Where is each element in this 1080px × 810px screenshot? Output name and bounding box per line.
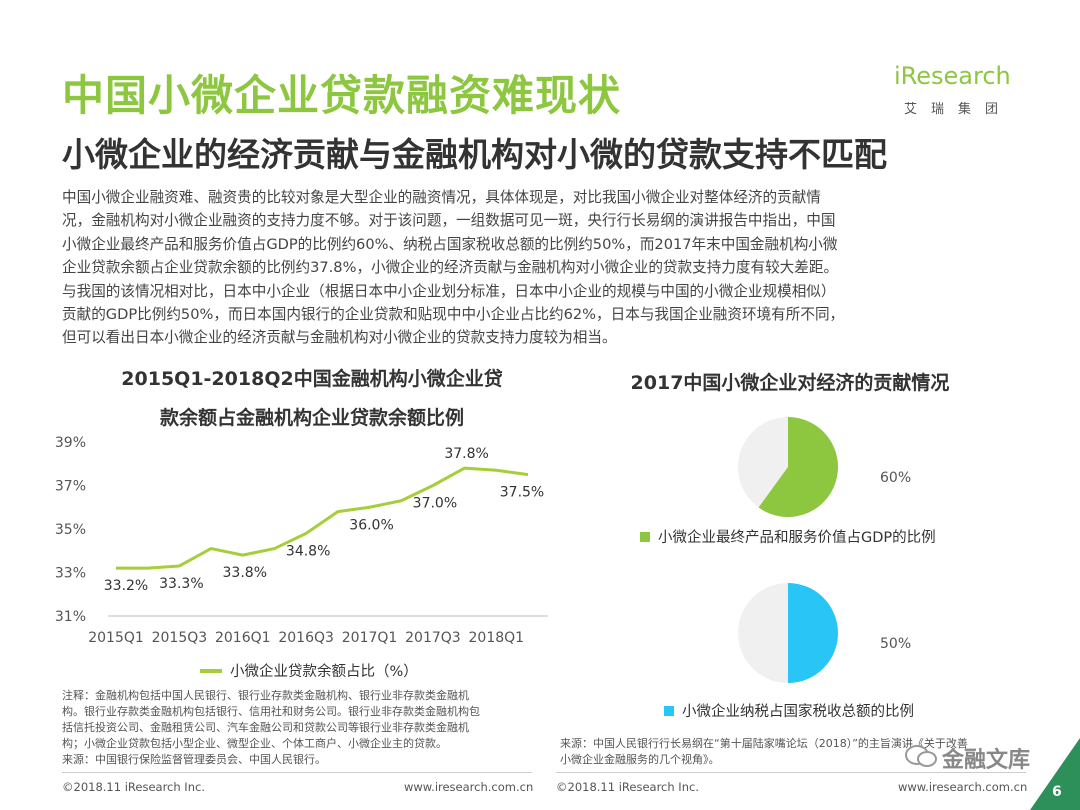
y-tick-label: 37% [55, 479, 86, 495]
x-tick-label: 2016Q1 [215, 630, 271, 646]
legend-label: 小微企业最终产品和服务价值占GDP的比例 [658, 530, 936, 546]
data-label: 37.0% [413, 496, 457, 512]
legend-square-green [640, 531, 650, 542]
body-paragraph: 中国小微企业融资难、融资贵的比较对象是大型企业的融资情况，具体体现是，对比我国小… [62, 186, 1022, 350]
corner-shape [1030, 738, 1080, 810]
data-label: 36.0% [349, 517, 393, 533]
body-line: 中国小微企业融资难、融资贵的比较对象是大型企业的融资情况，具体体现是，对比我国小… [62, 189, 821, 206]
pie-value-label: 50% [880, 636, 911, 652]
data-label: 37.5% [500, 485, 544, 501]
legend-square-blue [664, 705, 674, 716]
data-label: 37.8% [444, 446, 488, 462]
footer-copyright-left: ©2018.11 iResearch Inc. [62, 780, 205, 794]
logo-subtext: 艾瑞集团 [904, 102, 1013, 117]
footer-url-right[interactable]: www.iresearch.com.cn [898, 780, 1028, 794]
x-tick-label: 2015Q3 [152, 630, 208, 646]
footer-divider-right [556, 772, 1026, 773]
pie-legend-gdp: 小微企业最终产品和服务价值占GDP的比例 [640, 526, 936, 547]
note-line: 构。银行业存款类金融机构包括银行、信用社和财务公司。银行业非存款类金融机构包 [62, 705, 480, 718]
logo-text: iResearch [894, 62, 1011, 90]
x-tick-label: 2018Q1 [469, 630, 525, 646]
footer-divider-left [62, 772, 532, 773]
pie-slice [788, 583, 838, 683]
page-title: 中国小微企业贷款融资难现状 [62, 71, 622, 120]
pie-chart-title: 2017中国小微企业对经济的贡献情况 [630, 372, 950, 394]
note-line: 构；小微企业贷款包括小型企业、微型企业、个体工商户、小微企业主的贷款。 [62, 737, 447, 750]
page-number: 6 [1052, 784, 1062, 800]
left-notes: 注释：金融机构包括中国人民银行、银行业存款类金融机构、银行业非存款类金融机 构。… [62, 688, 480, 768]
line-chart-title-line: 2015Q1-2018Q2中国金融机构小微企业贷 [121, 368, 503, 390]
note-line: 小微企业金融服务的几个视角》。 [560, 753, 720, 766]
y-tick-label: 39% [55, 435, 86, 451]
body-line: 贡献的GDP比例约50%，而日本国内银行的企业贷款和贴现中中小企业占比约62%，… [62, 306, 845, 324]
body-line: 况，金融机构对小微企业融资的支持力度不够。对于该问题，一组数据可见一斑，央行行长… [62, 212, 836, 230]
series-line [116, 466, 529, 570]
watermark-text: 金融文库 [942, 748, 1031, 773]
data-label: 33.2% [104, 578, 148, 594]
legend-label: 小微企业纳税占国家税收总额的比例 [682, 704, 914, 720]
y-tick-label: 33% [55, 566, 86, 582]
line-chart-title: 2015Q1-2018Q2中国金融机构小微企业贷 款余额占金融机构企业贷款余额比… [62, 364, 562, 430]
pie-value-label: 60% [880, 470, 911, 486]
note-line: 来源：中国银行保险监督管理委员会、中国人民银行。 [62, 753, 326, 766]
x-tick-label: 2016Q3 [278, 630, 334, 646]
pie-slice [758, 417, 838, 517]
data-label: 33.8% [223, 565, 267, 581]
body-line: 企业贷款余额占企业贷款余额的比例约37.8%，小微企业的经济贡献与金融机构对小微… [62, 259, 839, 277]
data-label: 33.3% [159, 576, 203, 592]
iresearch-logo: iResearch 艾瑞集团 [890, 62, 1020, 124]
legend-label: 小微企业贷款余额占比（%） [230, 664, 418, 680]
body-line: 小微企业最终产品和服务价值占GDP的比例约60%、纳税占国家税收总额的比例约50… [62, 235, 838, 253]
legend-line-swatch [200, 668, 222, 673]
wechat-icon [904, 744, 938, 768]
body-line: 但可以看出日本小微企业的经济贡献与金融机构对小微企业的贷款支持力度较为相当。 [62, 329, 617, 347]
line-chart-title-line: 款余额占金融机构企业贷款余额比例 [159, 407, 464, 429]
x-tick-label: 2017Q1 [342, 630, 398, 646]
footer-copyright-right: ©2018.11 iResearch Inc. [556, 780, 699, 794]
right-notes: 来源：中国人民银行行长易纲在“第十届陆家嘴论坛（2018）”的主旨演讲《关于改善… [560, 736, 968, 768]
line-chart-legend: 小微企业贷款余额占比（%） [200, 660, 418, 681]
y-tick-label: 31% [55, 609, 86, 625]
footer-url-left[interactable]: www.iresearch.com.cn [404, 780, 534, 794]
y-tick-label: 35% [55, 522, 86, 538]
pie-legend-tax: 小微企业纳税占国家税收总额的比例 [664, 700, 914, 721]
line-chart: 39% 37% 35% 33% 31%2015Q1 2015Q3 2016Q1 2016Q3 2… [55, 435, 548, 646]
x-tick-label: 2017Q3 [405, 630, 461, 646]
pie-chart-tax: 50% [738, 583, 911, 683]
note-line: 注释：金融机构包括中国人民银行、银行业存款类金融机构、银行业非存款类金融机 [62, 689, 469, 702]
pie-chart-gdp: 60% [738, 417, 911, 517]
body-line: 与我国的该情况相对比，日本中小企业（根据日本中小企业划分标准，日本中小企业的规模… [62, 282, 836, 300]
note-line: 来源：中国人民银行行长易纲在“第十届陆家嘴论坛（2018）”的主旨演讲《关于改善 [560, 737, 968, 750]
page-subtitle: 小微企业的经济贡献与金融机构对小微的贷款支持不匹配 [62, 135, 887, 174]
data-label: 34.8% [286, 543, 330, 559]
note-line: 括信托投资公司、金融租赁公司、汽车金融公司和贷款公司等银行业非存款类金融机 [62, 721, 469, 734]
x-tick-label: 2015Q1 [88, 630, 144, 646]
